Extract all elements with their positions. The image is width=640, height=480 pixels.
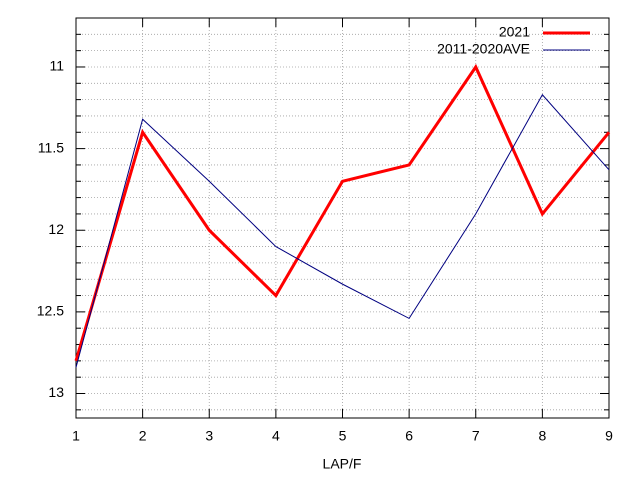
x-tick-label: 9 xyxy=(605,428,613,444)
x-tick-label: 1 xyxy=(72,428,80,444)
data-line xyxy=(74,63,611,362)
data-line xyxy=(75,93,610,368)
y-tick-label: 11.5 xyxy=(38,139,64,155)
x-tick-label: 8 xyxy=(538,428,546,444)
x-tick-label: 5 xyxy=(339,428,347,444)
x-tick-label: 7 xyxy=(472,428,480,444)
y-tick-label: 12.5 xyxy=(37,303,64,319)
x-tick-label: 3 xyxy=(205,428,213,444)
y-tick-label: 13 xyxy=(48,384,64,400)
x-tick-label: 2 xyxy=(139,428,147,444)
x-tick-label: 4 xyxy=(272,428,280,444)
plot-frame xyxy=(75,17,610,419)
y-tick-label: 12 xyxy=(48,221,64,237)
y-tick-label: 11 xyxy=(49,58,64,74)
legend-label: 2011-2020AVE xyxy=(437,41,530,57)
legend-label: 2021 xyxy=(499,24,530,40)
x-tick-label: 6 xyxy=(405,428,413,444)
x-axis-label: LAP/F xyxy=(323,456,362,472)
